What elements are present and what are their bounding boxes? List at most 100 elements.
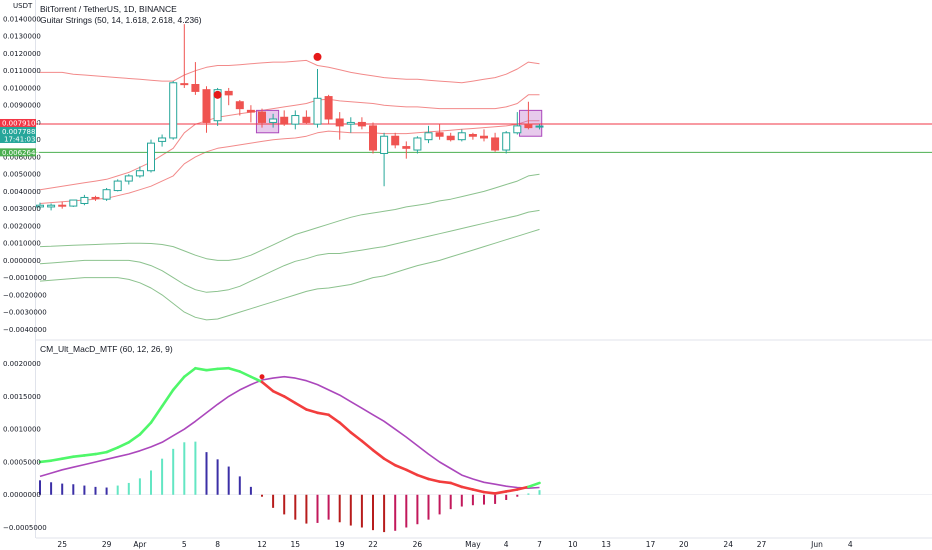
- candle-up: [158, 137, 167, 142]
- macd-line-segment: [83, 452, 97, 457]
- x-tick-label: Jun: [810, 540, 823, 549]
- legend-symbol[interactable]: BitTorrent / TetherUS, 1D, BINANCE: [40, 4, 177, 14]
- candle-down: [302, 116, 311, 123]
- signal-dot: [313, 52, 322, 61]
- macd-line-segment: [38, 459, 53, 464]
- candle-down: [357, 121, 366, 127]
- x-tick-label: 25: [57, 540, 67, 549]
- candle-up: [313, 97, 322, 125]
- price-lines: [36, 123, 932, 153]
- candle-down: [491, 137, 500, 151]
- lower-band-mid: [39, 209, 540, 293]
- candle-down: [391, 135, 400, 146]
- macd-line-segment: [238, 370, 253, 379]
- y-tick-label: 0.0120000: [3, 50, 41, 58]
- macd-line-segment: [371, 448, 386, 460]
- legend-macd: CM_Ult_MacD_MTF (60, 12, 26, 9): [40, 344, 173, 355]
- signal-dot: [213, 90, 222, 99]
- macd-y-tick-label: 0.0000000: [3, 491, 41, 499]
- x-tick-label: 20: [679, 540, 689, 549]
- candle-down: [524, 123, 533, 129]
- candle-down: [480, 135, 488, 139]
- x-tick-label: Apr: [133, 540, 147, 549]
- macd-y-tick-label: 0.0005000: [3, 458, 41, 466]
- y-tick-label: 0.0130000: [3, 33, 41, 41]
- macd-line-segment: [493, 490, 508, 495]
- green-line-badge-bg: [0, 148, 36, 157]
- macd-line-segment: [160, 388, 175, 408]
- candle-up: [47, 204, 56, 208]
- candle-down: [435, 132, 444, 137]
- last-price-badge: 0.0077882: [2, 128, 40, 136]
- candle-down: [202, 89, 211, 123]
- y-tick-label: −0.0010000: [3, 274, 47, 282]
- green-line-badge: 0.0062648: [2, 149, 40, 157]
- upper-band-mid: [39, 94, 540, 191]
- y-tick-label: 0.0040000: [3, 188, 41, 196]
- currency-label: USDT: [13, 2, 33, 10]
- y-tick-label: 0.0110000: [3, 67, 41, 75]
- x-tick-label: 15: [291, 540, 301, 549]
- lower-band-inner: [39, 173, 540, 261]
- legend-main: BitTorrent / TetherUS, 1D, BINANCE Guita…: [40, 4, 202, 26]
- y-tick-label: 0.0030000: [3, 205, 41, 213]
- candle-down: [191, 84, 200, 92]
- candle-down: [402, 146, 411, 149]
- candle-up: [380, 135, 389, 154]
- candle-down: [258, 111, 266, 123]
- macd-line-segment: [327, 413, 342, 424]
- macd-line-segment: [316, 411, 330, 417]
- y-axis[interactable]: 0.0140000 0.0130000 0.0120000 0.0110000 0.01…: [3, 2, 47, 532]
- x-tick-label: 4: [848, 540, 853, 549]
- macd-line-segment: [138, 421, 153, 436]
- candle-down: [280, 116, 289, 125]
- macd-line-segment: [349, 431, 364, 443]
- candle-down: [446, 135, 455, 141]
- macd-line-segment: [194, 366, 208, 372]
- red-line-badge: 0.0079103: [2, 119, 40, 127]
- candle-down: [246, 109, 255, 113]
- legend-macd-study[interactable]: CM_Ult_MacD_MTF (60, 12, 26, 9): [40, 344, 173, 354]
- x-tick-label: 13: [601, 540, 611, 549]
- legend-study[interactable]: Guitar Strings (50, 14, 1.618, 2.618, 4.…: [40, 15, 202, 25]
- candle-down: [369, 125, 377, 151]
- macd-line-segment: [460, 485, 475, 491]
- candle-up: [102, 189, 111, 200]
- macd-line-segment: [249, 375, 264, 384]
- x-tick-label: 7: [537, 540, 542, 549]
- upper-band-inner: [39, 120, 540, 204]
- candle-up: [124, 175, 133, 182]
- lower-band-outer: [39, 228, 540, 321]
- macd-y-tick-label: 0.0020000: [3, 360, 41, 368]
- x-tick-label: 29: [102, 540, 112, 549]
- candle-down: [180, 83, 189, 86]
- macd-line-segment: [205, 367, 219, 372]
- y-tick-label: 0.0020000: [3, 222, 41, 230]
- candle-down: [58, 204, 67, 207]
- candle-up: [113, 180, 122, 192]
- y-tick-label: 0.0060000: [3, 153, 41, 161]
- candle-down: [468, 134, 477, 137]
- macd-line-segment: [293, 401, 308, 411]
- y-tick-label: 0.0140000: [3, 15, 41, 23]
- y-tick-label: 0.0010000: [3, 240, 41, 248]
- candles: [36, 24, 544, 211]
- macd-line-segment: [471, 488, 486, 494]
- macd-line-segment: [49, 457, 64, 462]
- macd-line-segment: [515, 485, 530, 491]
- macd-line-segment: [416, 473, 430, 481]
- macd-line-segment: [438, 480, 453, 485]
- y-tick-label: 0.0100000: [3, 84, 41, 92]
- candle-up: [457, 132, 466, 141]
- candle-up: [36, 204, 44, 208]
- highlight-box: [519, 109, 543, 137]
- macd-line-segment: [427, 477, 441, 483]
- macd-line-segment: [94, 450, 108, 456]
- red-line-badge-bg: [0, 118, 36, 127]
- macd-line-segment: [527, 481, 541, 489]
- candle-down: [235, 101, 244, 110]
- x-axis[interactable]: 25 29 Apr 5 8 12 15 19 22 26 May 4 7 10 13 17 20 24 27 Jun 4: [57, 540, 852, 549]
- candle-down: [324, 96, 333, 120]
